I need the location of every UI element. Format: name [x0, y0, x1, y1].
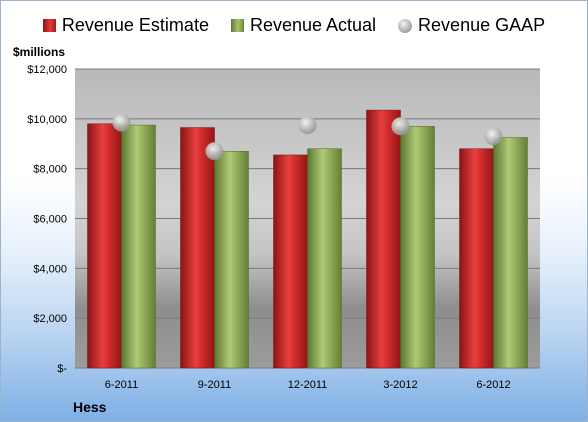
bar-revenue-estimate: [459, 148, 494, 369]
y-tick-label: $12,000: [27, 64, 67, 76]
bar-revenue-actual: [307, 148, 342, 369]
bar-revenue-estimate: [180, 127, 215, 369]
legend-label-gaap: Revenue GAAP: [418, 15, 546, 35]
bar-revenue-actual: [400, 126, 435, 369]
legend-item-gaap: Revenue GAAP: [398, 15, 545, 36]
company-name: Hess: [73, 399, 107, 415]
y-tick-label: $10,000: [27, 114, 67, 126]
bar-revenue-actual: [493, 137, 528, 369]
bar-revenue-estimate: [273, 154, 308, 369]
legend: Revenue Estimate Revenue Actual Revenue …: [1, 15, 587, 36]
bar-revenue-estimate: [366, 109, 401, 369]
bar-revenue-estimate: [87, 123, 122, 369]
marker-revenue-gaap: [112, 113, 131, 132]
marker-revenue-gaap: [484, 127, 503, 146]
legend-item-estimate: Revenue Estimate: [42, 15, 209, 36]
legend-swatch-gaap: [398, 18, 413, 33]
bar-revenue-actual: [121, 124, 156, 369]
legend-swatch-estimate: [42, 19, 56, 32]
bar-revenue-actual: [214, 150, 249, 369]
y-tick-label: $8,000: [33, 164, 67, 176]
y-tick-label: $2,000: [33, 313, 67, 325]
legend-item-actual: Revenue Actual: [230, 15, 377, 36]
legend-swatch-actual: [230, 19, 244, 32]
marker-revenue-gaap: [205, 142, 224, 161]
x-tick-label: 9-2011: [198, 379, 231, 391]
legend-label-estimate: Revenue Estimate: [61, 15, 209, 35]
x-tick-label: 6-2011: [105, 379, 138, 391]
y-tick-label: $-: [57, 363, 67, 375]
x-tick-label: 12-2011: [288, 379, 328, 391]
y-axis-unit-label: $millions: [13, 45, 66, 59]
marker-revenue-gaap: [391, 117, 410, 136]
x-tick-label: 3-2012: [383, 379, 417, 391]
marker-revenue-gaap: [298, 116, 317, 135]
legend-label-actual: Revenue Actual: [249, 15, 377, 35]
y-tick-label: $6,000: [33, 214, 67, 226]
y-tick-label: $4,000: [33, 263, 67, 275]
x-tick-label: 6-2012: [476, 379, 510, 391]
